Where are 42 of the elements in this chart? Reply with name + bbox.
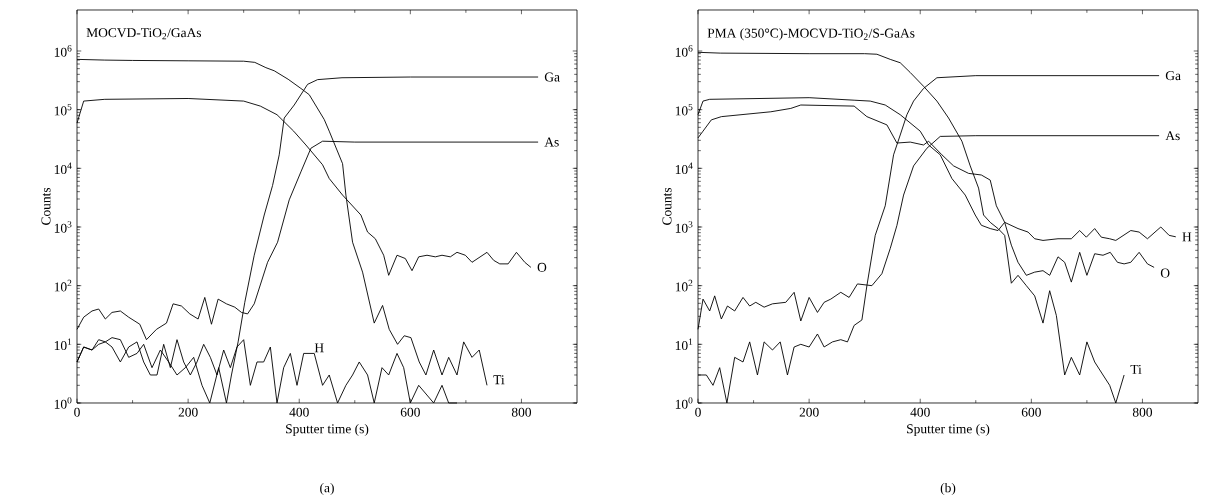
y-tick-label: 10$^{2}$ xyxy=(675,279,693,292)
x-axis-title: Sputter time (s) xyxy=(286,423,369,437)
legend-label: As xyxy=(1165,131,1180,141)
x-tick-label: 400 xyxy=(910,407,930,417)
legend-label: As xyxy=(544,137,559,147)
y-tick-label: 10$^{4}$ xyxy=(675,162,693,175)
x-tick-label: 600 xyxy=(400,407,420,417)
series-label: Ti xyxy=(1130,364,1142,374)
legend-label: O xyxy=(537,262,547,272)
x-tick-label: 600 xyxy=(1021,407,1041,417)
text: PMA (350°C)-MOCVD-TiO$_{2}$/S-GaAs xyxy=(707,28,915,41)
x-tick-label: 0 xyxy=(74,407,80,417)
y-tick-label: 10$^{5}$ xyxy=(675,103,693,116)
x-tick-label: 400 xyxy=(289,407,309,417)
x-tick-label: 800 xyxy=(1132,407,1153,417)
y-tick-label: 10$^{3}$ xyxy=(54,221,72,233)
x-tick-label: 200 xyxy=(799,407,819,417)
y-tick-label: 10$^{4}$ xyxy=(54,162,72,175)
y-tick-label: 10$^{0}$ xyxy=(54,397,72,409)
y-tick-label: 10$^{1}$ xyxy=(54,338,72,351)
y-tick-label: 10$^{1}$ xyxy=(675,338,693,351)
y-tick-label: 10$^{6}$ xyxy=(675,45,693,57)
y-tick-label: 10$^{3}$ xyxy=(675,221,693,233)
legend-label: H xyxy=(1182,232,1192,242)
y-tick-label: 10$^{0}$ xyxy=(675,397,693,409)
x-axis-title: Sputter time (s) xyxy=(907,423,990,437)
legend-label: Ga xyxy=(544,72,560,82)
y-tick-label: 10$^{6}$ xyxy=(54,45,72,57)
legend-label: Ga xyxy=(1165,71,1181,81)
x-tick-label: 0 xyxy=(695,407,701,417)
text: (a) xyxy=(320,482,334,496)
y-tick-label: 10$^{2}$ xyxy=(54,279,72,292)
y-tick-label: 10$^{5}$ xyxy=(54,103,72,116)
legend-label: O xyxy=(1160,268,1170,278)
x-tick-label: 200 xyxy=(178,407,198,417)
y-axis-title: Counts xyxy=(662,187,672,225)
series-label: H xyxy=(314,343,324,353)
text: MOCVD-TiO$_{2}$/GaAs xyxy=(86,28,202,40)
x-tick-label: 800 xyxy=(511,407,532,417)
series-label: Ti xyxy=(493,375,505,385)
y-axis-title: Counts xyxy=(41,187,51,225)
text: (b) xyxy=(940,482,956,496)
